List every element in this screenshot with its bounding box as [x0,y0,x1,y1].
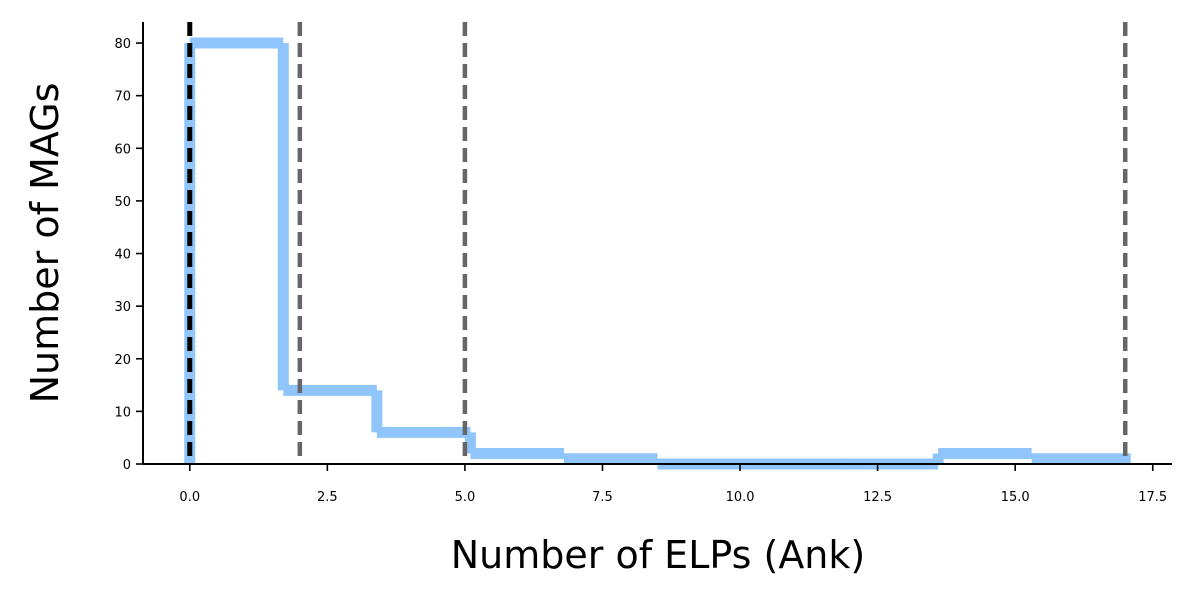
x-axis-title: Number of ELPs (Ank) [451,533,865,577]
x-tick-label: 7.5 [592,490,613,505]
histogram-bin-9 [1026,453,1131,465]
x-tick-label: 2.5 [317,490,338,505]
y-tick-label: 0 [123,458,131,473]
x-tick-label: 12.5 [863,490,892,505]
x-tick-label: 10.0 [726,490,755,505]
histogram-bin-2 [371,390,471,438]
x-tick-label: 5.0 [455,490,476,505]
histogram-bin-4 [558,453,658,465]
y-tick-label: 30 [114,300,131,315]
x-tick-label: 0.0 [179,490,200,505]
y-tick-label: 50 [114,195,131,210]
reference-lines-layer [187,22,1128,464]
histogram-bin-3 [464,432,564,459]
y-tick-label: 80 [114,37,131,52]
y-axis-title: Number of MAGs [23,83,67,404]
y-tick-label: 20 [114,353,131,368]
y-tick-label: 60 [114,142,131,157]
y-tick-label: 40 [114,248,131,263]
histogram-bin-1 [277,43,377,396]
x-tick-label: 17.5 [1138,490,1167,505]
y-ticks: 0 10 20 30 40 50 60 70 80 [114,37,143,473]
histogram-bin-0 [184,37,284,464]
y-tick-label: 10 [114,405,131,420]
y-tick-label: 70 [114,90,131,105]
x-tick-label: 15.0 [1001,490,1030,505]
histogram-bin-8 [932,447,1032,464]
x-ticks: 0.0 2.5 5.0 7.5 10.0 12.5 15.0 17.5 [179,464,1167,505]
histogram-step-layer [184,37,1131,470]
